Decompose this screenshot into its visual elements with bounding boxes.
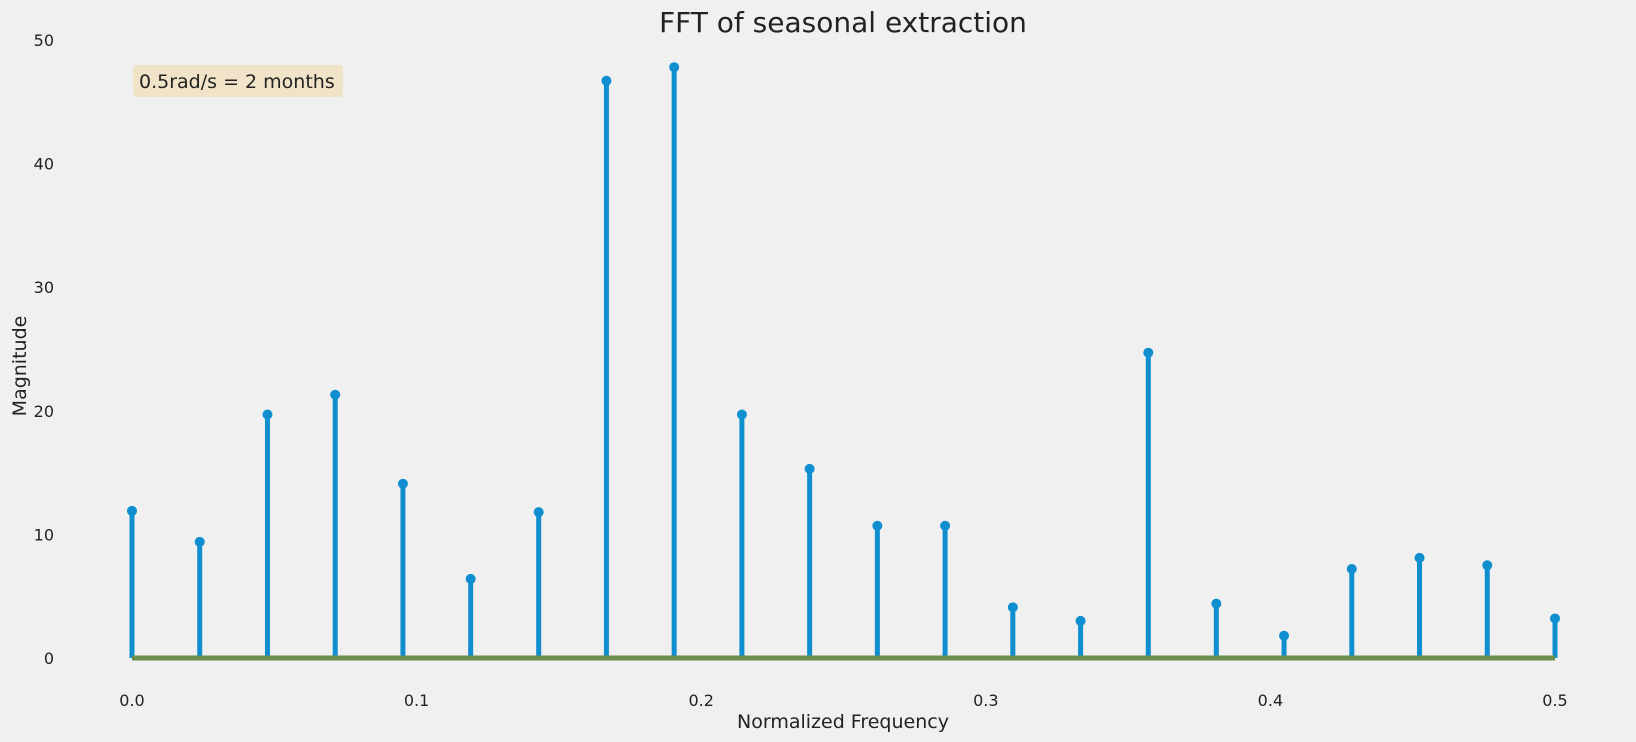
stem-marker — [669, 62, 680, 73]
stem-marker — [1346, 564, 1357, 575]
stem-marker — [601, 75, 612, 86]
stem-marker — [940, 520, 951, 531]
x-tick-label: 0.4 — [1258, 691, 1283, 710]
y-tick-label: 50 — [34, 31, 54, 50]
x-tick-label: 0.0 — [119, 691, 144, 710]
x-axis-label: Normalized Frequency — [737, 711, 949, 733]
stem-marker — [533, 507, 544, 518]
stem-marker — [872, 520, 883, 531]
stem-marker — [465, 573, 476, 584]
stem-marker — [1550, 613, 1560, 624]
stem-marker — [1211, 598, 1222, 609]
y-tick-label: 20 — [34, 402, 54, 421]
stem-marker — [262, 409, 273, 420]
annotation-background — [133, 65, 343, 97]
stem-marker — [1143, 347, 1154, 358]
x-tick-label: 0.5 — [1542, 691, 1567, 710]
x-axis-ticks: 0.0 0.1 0.2 0.3 0.4 0.5 — [119, 691, 1567, 710]
y-axis-ticks: 0 10 20 30 40 50 — [34, 31, 54, 668]
stem-marker — [1075, 615, 1086, 626]
x-tick-label: 0.3 — [973, 691, 998, 710]
y-tick-label: 0 — [44, 649, 54, 668]
stem-marker — [804, 463, 815, 474]
stems-group — [129, 67, 1558, 658]
stem-marker — [1279, 630, 1290, 641]
x-tick-label: 0.2 — [688, 691, 713, 710]
y-axis-label: Magnitude — [9, 316, 31, 417]
x-tick-label: 0.1 — [404, 691, 429, 710]
y-tick-label: 40 — [34, 155, 54, 174]
chart-title: FFT of seasonal extraction — [659, 6, 1027, 39]
y-tick-label: 10 — [34, 525, 54, 544]
stem-marker — [1414, 552, 1425, 563]
annotation-box: 0.5rad/s = 2 months — [133, 65, 343, 97]
stem-marker — [397, 478, 408, 489]
markers-group — [127, 62, 1560, 641]
stem-marker — [736, 409, 747, 420]
stem-marker — [1007, 602, 1018, 613]
stem-marker — [1482, 560, 1493, 571]
annotation-text: 0.5rad/s = 2 months — [139, 71, 335, 93]
stem-marker — [194, 536, 205, 547]
stem-marker — [127, 505, 137, 516]
y-tick-label: 30 — [34, 278, 54, 297]
stem-marker — [330, 389, 341, 400]
